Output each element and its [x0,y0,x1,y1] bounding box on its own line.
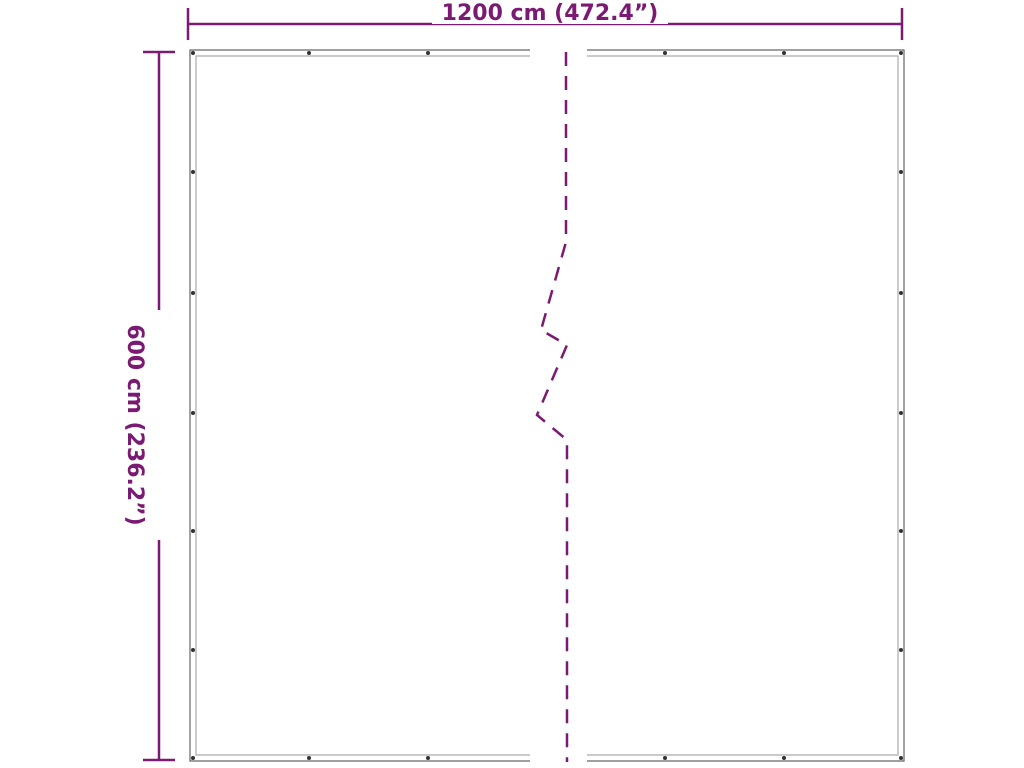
grommet [899,756,903,760]
grommet [307,756,311,760]
grommet [426,51,430,55]
break-line [535,52,569,762]
grommet [899,170,903,174]
grommet [191,51,195,55]
grommet [782,51,786,55]
grommet [191,756,195,760]
grommet [191,648,195,652]
grommet [899,291,903,295]
grommet [899,529,903,533]
width-label: 1200 cm (472.4”) [442,1,659,26]
grommet [307,51,311,55]
grommet [899,51,903,55]
grommets [191,51,903,760]
grommet [426,756,430,760]
tarp-left-panel [189,49,530,762]
grommet [191,170,195,174]
grommet [191,291,195,295]
grommet [782,756,786,760]
height-label: 600 cm (236.2”) [122,324,147,525]
grommet [663,51,667,55]
grommet [191,529,195,533]
grommet [899,648,903,652]
grommet [899,411,903,415]
tarp-right-panel [587,49,905,762]
grommet [191,411,195,415]
grommet [663,756,667,760]
